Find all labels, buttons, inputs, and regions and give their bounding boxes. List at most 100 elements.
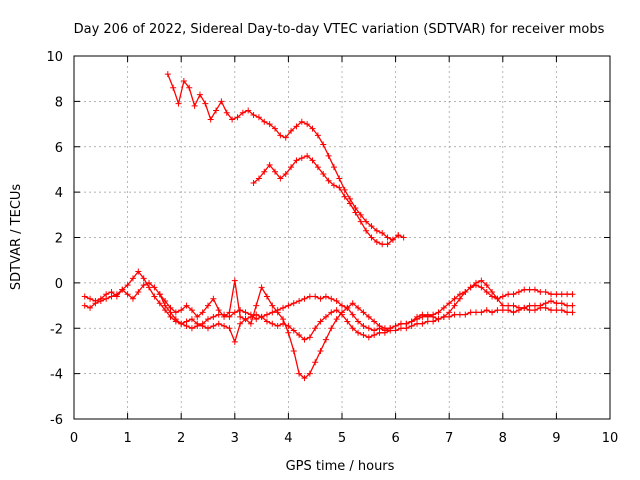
data-point [483,282,490,289]
x-tick-label: 10 [602,431,619,446]
data-point [344,318,351,325]
data-point [515,288,522,295]
data-point [328,325,335,332]
data-point [290,300,297,307]
data-point [349,300,356,307]
data-point [365,313,372,320]
data-point [424,318,431,325]
x-tick-label: 2 [177,431,185,446]
data-point [87,295,94,302]
data-point [499,293,506,300]
data-point [330,164,337,171]
data-point [328,309,335,316]
data-point [188,316,195,323]
data-point [456,311,463,318]
data-point [564,309,571,316]
data-point [451,295,458,302]
data-point [285,302,292,309]
data-point [207,116,214,123]
data-point [92,300,99,307]
data-point [231,309,238,316]
data-point [341,186,348,193]
data-point [170,84,177,91]
data-point [548,298,555,305]
data-point [325,152,332,159]
data-point [526,307,533,314]
data-point [564,302,571,309]
data-point [129,275,136,282]
data-point [400,234,407,241]
data-point [349,325,356,332]
data-point [263,311,270,318]
data-point [462,288,469,295]
data-point [253,302,260,309]
data-point [510,309,517,316]
data-point [446,313,453,320]
data-point [183,318,190,325]
data-point [250,180,257,187]
series-trace [84,279,574,379]
data-point [306,293,313,300]
data-point [167,309,174,316]
data-point [113,291,120,298]
data-point [194,320,201,327]
data-point [129,295,136,302]
data-point [237,320,244,327]
data-point [156,291,163,298]
data-point [314,164,321,171]
data-point [360,309,367,316]
data-point [226,309,233,316]
data-point [553,291,560,298]
data-point [234,114,241,121]
data-point [462,311,469,318]
data-point [368,234,375,241]
data-point [537,304,544,311]
data-point [355,329,362,336]
x-tick-label: 8 [499,431,507,446]
y-tick-label: 0 [55,277,63,292]
data-point [296,332,303,339]
data-point [341,193,348,200]
data-point [247,320,254,327]
data-point [229,116,236,123]
data-point [373,239,380,246]
data-point [301,295,308,302]
data-point [97,298,104,305]
data-point [269,309,276,316]
data-point [379,241,386,248]
series-track-low-c [156,291,576,345]
x-tick-label: 9 [552,431,560,446]
data-point [280,304,287,311]
series-track-low-b [81,277,576,382]
data-point [119,286,126,293]
data-point [81,293,88,300]
data-point [397,325,404,332]
data-point [537,288,544,295]
data-point [352,209,359,216]
data-point [478,277,485,284]
series-track-low-a [81,268,576,334]
data-point [505,291,512,298]
x-tick-label: 3 [231,431,239,446]
data-point [339,311,345,318]
x-tick-label: 4 [284,431,292,446]
data-point [124,282,131,289]
data-point [135,268,142,275]
data-point [269,302,276,309]
data-point [186,84,193,91]
data-point [237,307,244,314]
data-point [250,111,257,118]
data-point [301,375,308,382]
data-point [392,327,399,334]
data-point [389,236,396,243]
data-point [221,313,228,320]
data-point [255,175,262,182]
data-point [473,279,479,286]
data-point [371,318,378,325]
data-point [505,307,512,314]
data-point [242,316,249,323]
data-point [355,304,362,311]
x-tick-label: 7 [445,431,453,446]
data-point [320,170,327,177]
